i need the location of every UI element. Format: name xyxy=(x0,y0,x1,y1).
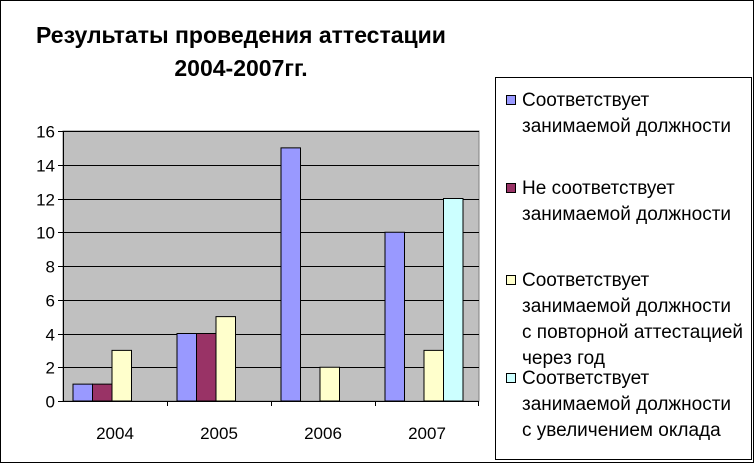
legend-label-series-2: Не соответствует занимаемой должности xyxy=(522,176,752,228)
chart-title-line-1: Результаты проведения аттестации xyxy=(36,22,446,48)
bar-series-1-2007 xyxy=(384,231,405,402)
legend-label-line: Соответствует xyxy=(522,368,650,389)
legend-swatch-series-1 xyxy=(506,95,516,105)
legend-label-series-1: Соответствует занимаемой должности xyxy=(522,88,752,140)
chart-title-line-2: 2004-2007гг. xyxy=(174,55,308,81)
legend-swatch-series-4 xyxy=(506,373,516,383)
bar-series-1-2004 xyxy=(72,383,93,402)
legend-label-line: занимаемой должности xyxy=(522,296,732,317)
legend-label-line: занимаемой должности xyxy=(522,116,732,137)
legend: Соответствует занимаемой должности Не со… xyxy=(495,77,752,460)
bar-series-3-2004 xyxy=(111,349,132,402)
y-tick-label: 6 xyxy=(46,292,55,311)
bar-series-1-2006 xyxy=(280,147,301,402)
chart-title: Результаты проведения аттестации 2004-20… xyxy=(21,19,461,85)
legend-label-line: Соответствует xyxy=(522,270,650,291)
bar-series-2-2004 xyxy=(92,383,113,402)
y-tick-label: 2 xyxy=(46,359,55,378)
legend-label-line: Не соответствует xyxy=(522,178,675,199)
y-tick-label: 0 xyxy=(46,393,55,412)
legend-swatch-series-3 xyxy=(506,275,516,285)
x-tick-label: 2006 xyxy=(304,424,342,443)
bar-series-3-2007 xyxy=(423,349,444,402)
y-tick-label: 16 xyxy=(36,123,55,142)
bar-series-2-2005 xyxy=(196,333,217,402)
bar-series-1-2005 xyxy=(176,333,197,402)
legend-label-series-4: Соответствует занимаемой должности с уве… xyxy=(522,366,752,444)
y-tick-label: 10 xyxy=(36,224,55,243)
y-tick-label: 4 xyxy=(46,326,55,345)
bar-series-3-2006 xyxy=(319,366,340,402)
legend-label-line: Соответствует xyxy=(522,90,650,111)
bar-series-4-2007 xyxy=(443,198,464,402)
x-tick-label: 2007 xyxy=(408,424,446,443)
bar-series-3-2005 xyxy=(215,316,236,402)
legend-label-line: с увеличением оклада xyxy=(522,420,721,441)
x-tick-label: 2005 xyxy=(200,424,238,443)
legend-label-line: занимаемой должности xyxy=(522,394,732,415)
legend-label-series-3: Соответствует занимаемой должности с пов… xyxy=(522,268,752,372)
y-tick-label: 14 xyxy=(36,157,55,176)
legend-label-line: занимаемой должности xyxy=(522,204,732,225)
x-tick-label: 2004 xyxy=(96,424,134,443)
y-tick-label: 12 xyxy=(36,191,55,210)
legend-swatch-series-2 xyxy=(506,183,516,193)
legend-label-line: через год xyxy=(522,348,605,369)
legend-label-line: с повторной аттестацией xyxy=(522,322,744,343)
y-tick-label: 8 xyxy=(46,258,55,277)
